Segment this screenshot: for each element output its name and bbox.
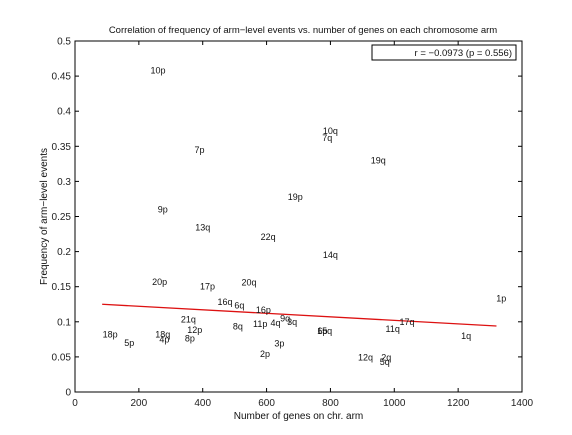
data-point-label: 10p — [150, 65, 165, 75]
y-tick-label: 0.2 — [57, 247, 71, 258]
data-point-label: 22q — [261, 232, 276, 242]
x-tick-label: 0 — [72, 398, 78, 409]
data-point-label: 4p — [159, 334, 169, 344]
y-tick-label: 0.05 — [52, 352, 72, 363]
data-point-label: 9p — [158, 204, 168, 214]
chart-title: Correlation of frequency of arm−level ev… — [109, 25, 497, 36]
data-point-label: 21q — [181, 315, 196, 325]
plot-area — [74, 40, 523, 393]
x-tick-label: 400 — [194, 398, 211, 409]
data-point-label: 17q — [400, 317, 415, 327]
data-point-label: 18q — [155, 329, 170, 339]
data-point-label: 6p — [317, 326, 327, 336]
y-tick-label: 0.4 — [57, 107, 71, 118]
data-point-label: 5p — [124, 338, 134, 348]
x-tick-label: 800 — [322, 398, 339, 409]
x-tick-label: 1200 — [447, 398, 470, 409]
data-point-label: 5q — [380, 357, 390, 367]
x-tick-label: 1400 — [511, 398, 534, 409]
y-axis: 0 0.05 0.1 0.15 0.2 0.25 0.3 0.35 0.4 0.45 0.5 — [52, 37, 522, 399]
data-point-label: 10q — [323, 126, 338, 136]
data-point-label: 1p — [496, 294, 506, 304]
data-point-label: 12p — [187, 325, 202, 335]
data-point-label: 7p — [195, 145, 205, 155]
data-point-label: 3q — [287, 317, 297, 327]
x-axis: 0 200 400 600 800 1000 1200 1400 — [72, 41, 534, 409]
data-point-label: 17p — [200, 282, 215, 292]
data-point-label: 3p — [274, 339, 284, 349]
data-point-label: 9q — [280, 313, 290, 323]
data-point-label: 18p — [103, 329, 118, 339]
data-point-label: 2q — [381, 353, 391, 363]
y-tick-label: 0.1 — [57, 317, 71, 328]
regression-line — [102, 303, 497, 327]
data-point-label: 12q — [358, 353, 373, 363]
data-point-label: 2p — [260, 349, 270, 359]
y-tick-label: 0 — [65, 388, 71, 399]
y-tick-label: 0.35 — [52, 142, 72, 153]
data-point-label: 1q — [461, 331, 471, 341]
x-tick-label: 1000 — [383, 398, 406, 409]
y-tick-label: 0.3 — [57, 177, 71, 188]
y-axis-label: Frequency of arm−level events — [39, 148, 50, 285]
data-point-label: 16q — [218, 297, 233, 307]
x-tick-label: 200 — [131, 398, 148, 409]
data-point-label: 15q — [317, 326, 332, 336]
y-tick-label: 0.45 — [52, 72, 72, 83]
data-point-label: 11p — [253, 319, 267, 329]
data-point-label: 16p — [256, 305, 271, 315]
x-axis-label: Number of genes on chr. arm — [234, 411, 364, 422]
x-tick-label: 600 — [258, 398, 275, 409]
data-point-label: 7q — [322, 133, 332, 143]
data-point-label: 20q — [241, 277, 256, 287]
data-point-label: 8q — [233, 322, 243, 332]
data-point-label: 6q — [234, 301, 244, 311]
data-point-label: 20p — [152, 277, 167, 287]
correlation-annotation: r = −0.0973 (p = 0.556) — [415, 48, 512, 59]
data-point-label: 11q — [386, 324, 400, 334]
data-point-label: 8p — [185, 334, 195, 344]
data-point-label: 13q — [195, 223, 210, 233]
data-point-label: 4q — [271, 318, 281, 328]
y-tick-label: 0.5 — [57, 37, 71, 48]
y-tick-label: 0.25 — [52, 212, 72, 223]
data-point-label: 19q — [371, 155, 386, 165]
correlation-box — [371, 44, 517, 61]
data-point-label: 14q — [323, 250, 338, 260]
data-point-label: 19p — [288, 192, 303, 202]
y-tick-label: 0.15 — [52, 282, 72, 293]
